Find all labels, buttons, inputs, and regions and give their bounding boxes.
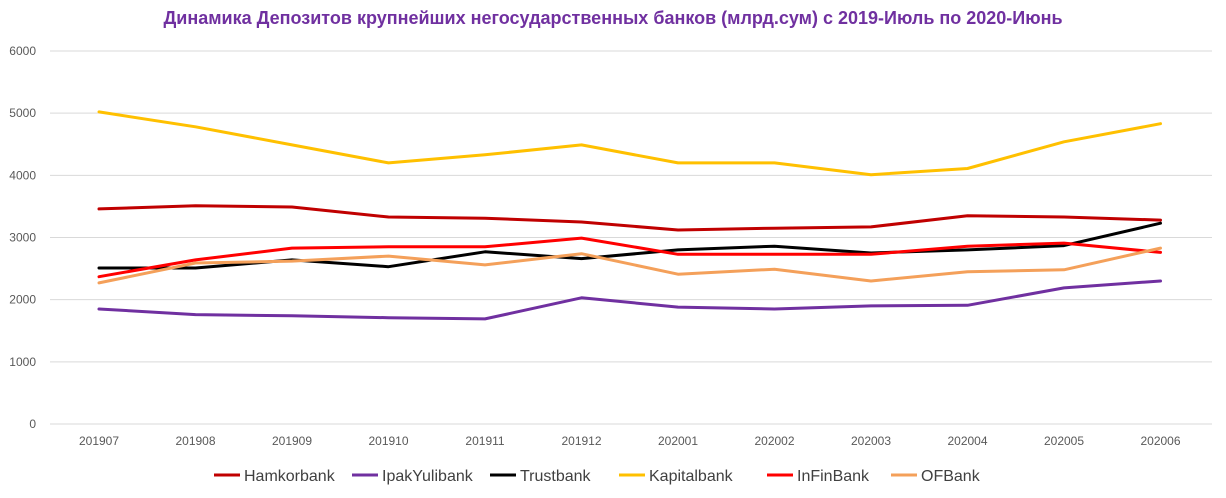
legend-label: Trustbank [520, 468, 592, 485]
gridlines [50, 50, 1212, 363]
series-line-kapitalbank [97, 110, 1162, 177]
series-lines [97, 110, 1162, 321]
y-tick-label: 4000 [9, 168, 36, 182]
chart-title: Динамика Депозитов крупнейших негосударс… [163, 8, 1063, 28]
legend-label: Kapitalbank [649, 468, 734, 485]
x-tick-label: 202001 [658, 434, 698, 448]
y-tick-label: 1000 [9, 355, 36, 369]
legend: Hamkorbank IpakYulibank Trustbank Kapitalba… [214, 468, 981, 485]
series-line-hamkorbank [97, 204, 1162, 232]
series-line-ofbank [97, 246, 1162, 285]
y-tick-label: 3000 [9, 231, 36, 245]
x-tick-label: 201909 [272, 434, 312, 448]
x-tick-label: 202005 [1044, 434, 1084, 448]
legend-label: Hamkorbank [244, 468, 336, 485]
x-tick-label: 201907 [79, 434, 119, 448]
y-tick-label: 0 [29, 417, 36, 431]
legend-label: IpakYulibank [382, 468, 474, 485]
x-tick-label: 201908 [175, 434, 215, 448]
y-tick-label: 2000 [9, 293, 36, 307]
y-tick-label: 5000 [9, 106, 36, 120]
x-tick-label: 202006 [1140, 434, 1180, 448]
y-tick-label: 6000 [9, 44, 36, 58]
x-tick-label: 202002 [754, 434, 794, 448]
x-tick-label: 201911 [465, 434, 504, 448]
x-tick-label: 202003 [851, 434, 891, 448]
x-tick-label: 202004 [947, 434, 987, 448]
legend-label: InFinBank [797, 468, 870, 485]
legend-label: OFBank [921, 468, 981, 485]
series-line-infinbank [97, 236, 1162, 279]
x-tick-label: 201910 [368, 434, 408, 448]
x-tick-label: 201912 [561, 434, 601, 448]
axes: 0 1000 2000 3000 4000 5000 6000 201907 201908 201… [9, 44, 1212, 448]
series-line-ipakyulibank [97, 279, 1162, 321]
